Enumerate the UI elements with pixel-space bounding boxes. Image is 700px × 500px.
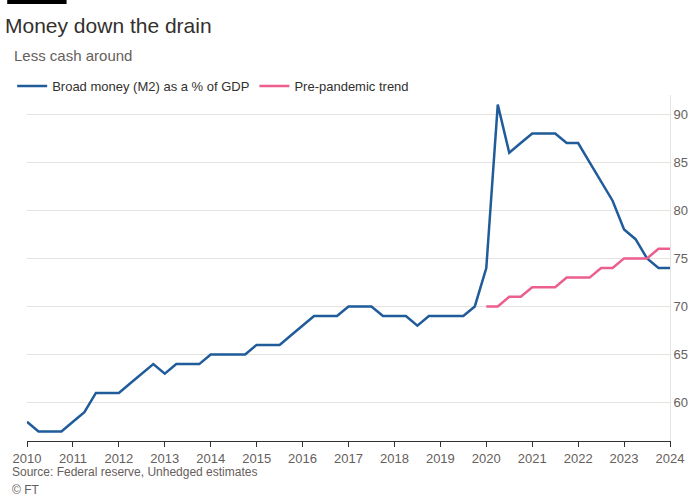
svg-text:2014: 2014 [196, 451, 225, 466]
svg-text:85: 85 [674, 155, 688, 170]
svg-text:Broad money (M2) as a % of GDP: Broad money (M2) as a % of GDP [52, 79, 249, 94]
svg-text:2018: 2018 [380, 451, 409, 466]
svg-text:90: 90 [674, 107, 688, 122]
svg-text:Less cash around: Less cash around [14, 47, 132, 64]
svg-text:70: 70 [674, 299, 688, 314]
svg-text:2023: 2023 [610, 451, 639, 466]
svg-text:2012: 2012 [104, 451, 133, 466]
svg-text:2021: 2021 [518, 451, 547, 466]
svg-text:2020: 2020 [472, 451, 501, 466]
svg-text:2022: 2022 [564, 451, 593, 466]
svg-text:2010: 2010 [13, 451, 42, 466]
svg-text:Money down the drain: Money down the drain [5, 14, 212, 37]
svg-text:2024: 2024 [656, 451, 685, 466]
svg-text:2013: 2013 [150, 451, 179, 466]
svg-text:60: 60 [674, 395, 688, 410]
svg-text:2016: 2016 [288, 451, 317, 466]
svg-text:80: 80 [674, 203, 688, 218]
svg-text:Pre-pandemic trend: Pre-pandemic trend [294, 79, 408, 94]
svg-text:2011: 2011 [59, 451, 87, 466]
svg-text:75: 75 [674, 251, 688, 266]
svg-text:2019: 2019 [426, 451, 455, 466]
svg-text:Source: Federal reserve, Unhed: Source: Federal reserve, Unhedged estima… [12, 465, 257, 479]
svg-text:2015: 2015 [242, 451, 271, 466]
svg-text:2017: 2017 [334, 451, 363, 466]
svg-text:65: 65 [674, 347, 688, 362]
svg-text:© FT: © FT [12, 483, 40, 497]
